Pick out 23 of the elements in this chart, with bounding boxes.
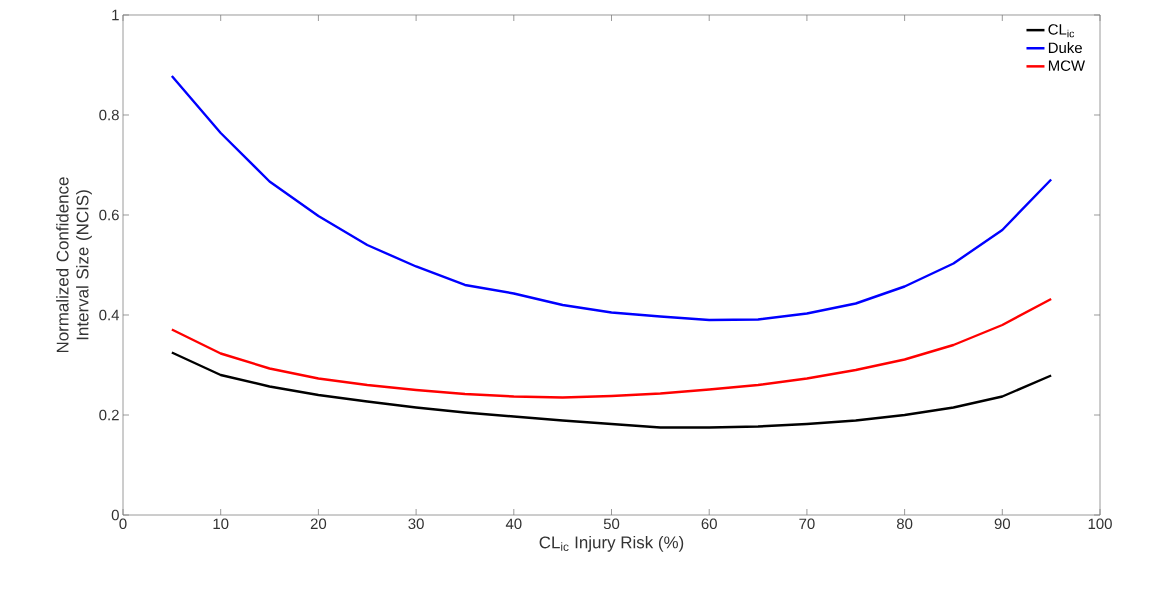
x-tick-label: 80 — [896, 518, 913, 530]
x-tick-label: 50 — [603, 518, 620, 530]
legend-label: CL$_{ic}$ — [1048, 24, 1075, 38]
x-tick-label: 30 — [408, 518, 424, 530]
x-tick-label: 20 — [310, 518, 327, 530]
x-axis-title: CL$_{ic}$ Injury Risk (%) — [539, 535, 684, 552]
line-series — [170, 297, 1053, 399]
y-tick-label: 0.4 — [99, 309, 120, 321]
x-tick-label: 60 — [701, 518, 717, 530]
y-tick-label: 0.8 — [99, 109, 119, 121]
y-tick-label: 0 — [111, 509, 119, 521]
legend-label: Duke — [1048, 42, 1082, 54]
y-axis-title: Normalized Confidence Interval Size (NCIS) — [56, 177, 92, 353]
line-series — [170, 74, 1053, 322]
legend-label: MCW — [1048, 60, 1085, 71]
y-tick-label: 1 — [112, 9, 119, 21]
x-tick-label: 10 — [213, 518, 229, 530]
x-tick-label: 100 — [1088, 518, 1112, 530]
x-tick-label: 90 — [994, 518, 1011, 530]
y-tick-label: 0.6 — [99, 209, 119, 221]
x-tick-label: 40 — [505, 518, 522, 530]
y-tick-label: 0.2 — [99, 409, 119, 421]
x-tick-label: 70 — [799, 518, 815, 530]
